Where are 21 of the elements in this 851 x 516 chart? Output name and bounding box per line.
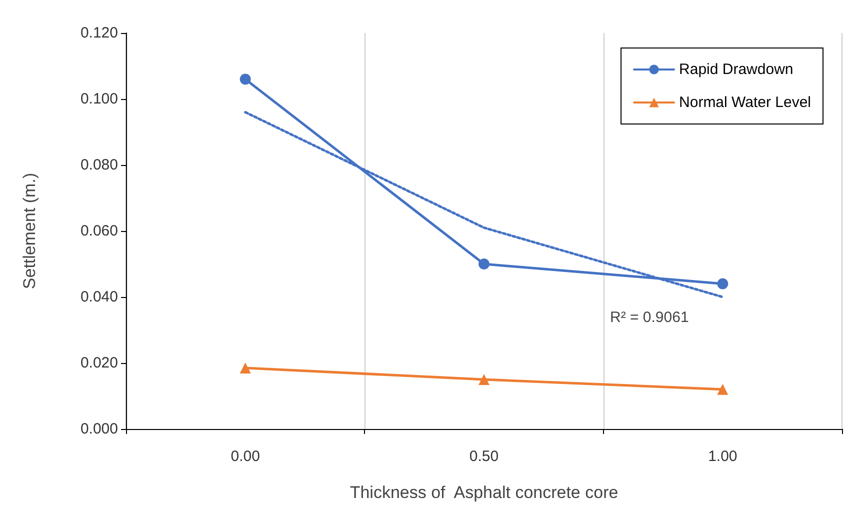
y-tick-label: 0.020	[80, 354, 118, 372]
point	[478, 374, 490, 385]
y-tick-label: 0.100	[80, 90, 118, 108]
x-tick-label: 1.00	[708, 448, 738, 465]
x-axis-title: Thickness of Asphalt concrete core	[350, 483, 618, 502]
y-tick-label: 0.080	[80, 156, 118, 174]
y-tick-label: 0.040	[80, 288, 118, 306]
x-tick-label: 0.00	[230, 448, 260, 465]
point	[717, 384, 728, 395]
legend-label: Normal Water Level	[679, 94, 811, 111]
point	[717, 278, 728, 290]
point	[478, 258, 490, 270]
legend-label: Rapid Drawdown	[679, 61, 794, 78]
annotation: R² = 0.9061	[610, 309, 689, 326]
point	[240, 362, 251, 374]
y-axis-title: Settlement (m.)	[20, 172, 39, 290]
y-tick-label: 0.060	[80, 222, 118, 240]
x-tick-label: 0.50	[469, 448, 499, 465]
y-tick-label: 0.000	[80, 420, 118, 438]
y-tick-label: 0.120	[80, 24, 118, 42]
point	[240, 74, 251, 85]
